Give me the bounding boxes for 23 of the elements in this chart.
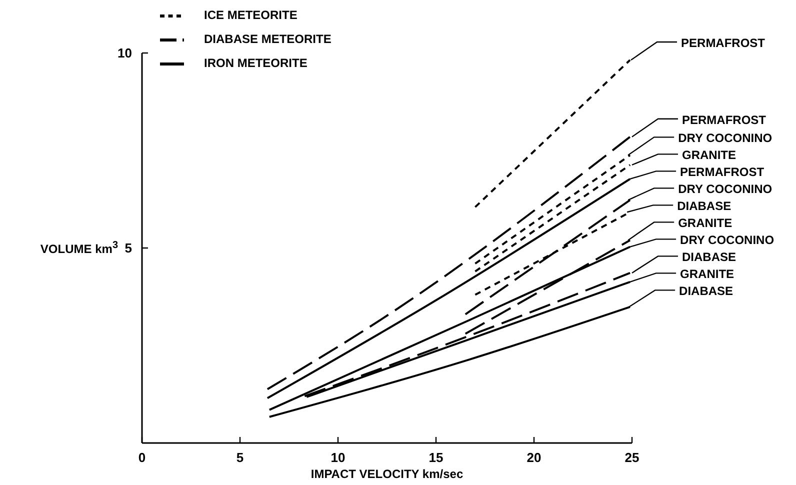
x-tick-label: 15 [428, 450, 444, 466]
annotation: PERMAFROST [681, 36, 766, 50]
x-axis-title: IMPACT VELOCITY km/sec [310, 467, 464, 481]
legend-label: DIABASE METEORITE [204, 32, 332, 46]
annotation: PERMAFROST [680, 165, 765, 180]
annotation: PERMAFROST [682, 112, 767, 127]
annotation: DRY COCONINO [680, 233, 774, 248]
x-tick-label: 25 [624, 450, 640, 466]
legend-label: IRON METEORITE [204, 56, 308, 70]
annotation: DRY COCONINO [678, 182, 772, 196]
y-axis-title: VOLUME km$^{3}$ [40, 240, 118, 256]
legend-label: ICE METEORITE [204, 8, 298, 22]
annotation: DIABASE [679, 284, 734, 298]
x-tick-label: 0 [138, 450, 146, 466]
annotation: DRY COCONINO [678, 131, 772, 146]
annotation: GRANITE [678, 216, 732, 230]
annotation: GRANITE [680, 267, 734, 282]
x-tick-label: 10 [330, 450, 346, 466]
annotation: DIABASE [677, 199, 732, 214]
x-tick-label: 5 [236, 450, 244, 466]
x-tick-label: 20 [526, 450, 542, 466]
annotation: DIABASE [682, 250, 736, 264]
annotation: GRANITE [682, 148, 736, 162]
